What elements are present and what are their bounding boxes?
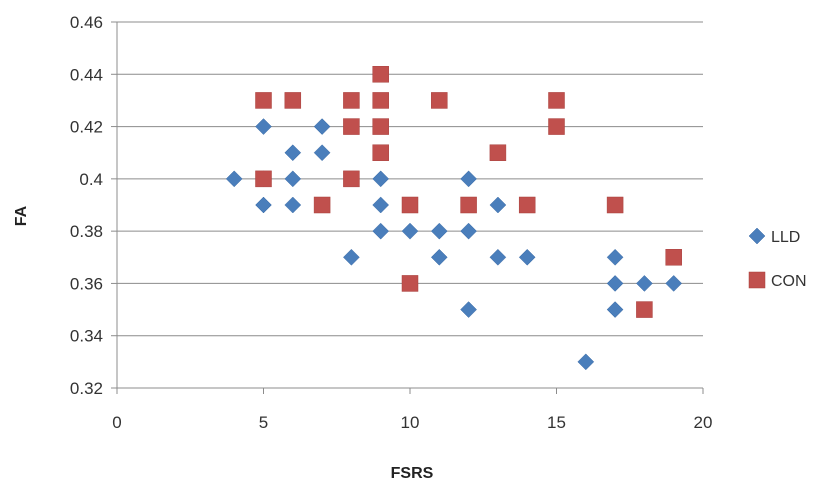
data-point-con: [255, 92, 272, 109]
data-point-lld: [225, 170, 243, 188]
data-point-lld: [665, 275, 683, 292]
data-point-lld: [518, 248, 536, 266]
y-axis-title: FA: [13, 205, 30, 226]
x-tick-label: 0: [112, 413, 121, 432]
data-point-lld: [313, 118, 331, 135]
x-axis-title: FSRS: [391, 465, 434, 481]
data-point-lld: [284, 144, 302, 162]
legend-label-lld: LLD: [771, 229, 800, 246]
data-point-con: [372, 144, 389, 161]
data-point-con: [313, 196, 331, 214]
data-point-con: [401, 275, 419, 292]
data-point-con: [518, 196, 536, 214]
data-point-lld: [343, 248, 360, 266]
data-point-con: [636, 301, 653, 318]
y-tick-label: 0.36: [70, 274, 103, 293]
data-point-con: [606, 196, 624, 214]
y-tick-label: 0.38: [70, 222, 103, 241]
data-point-lld: [255, 196, 272, 214]
data-point-lld: [636, 275, 653, 292]
data-point-con: [372, 66, 389, 83]
data-point-con: [460, 196, 477, 214]
y-tick-label: 0.34: [70, 327, 103, 346]
data-point-lld: [430, 222, 448, 240]
data-point-con: [284, 92, 302, 109]
y-tick-label: 0.4: [79, 170, 103, 189]
tick-labels: 0.32 0.34 0.36 0.38 0.4 0.42 0.44 0.46 0 5 10 15 20: [70, 13, 713, 432]
data-point-lld: [489, 196, 507, 214]
data-point-lld: [489, 248, 507, 266]
data-points: [225, 66, 683, 371]
x-tick-label: 10: [401, 413, 420, 432]
data-point-lld: [577, 353, 595, 371]
data-point-con: [343, 118, 360, 135]
data-point-con: [489, 144, 507, 161]
data-point-lld: [284, 196, 302, 214]
data-point-con: [548, 118, 565, 135]
y-tick-label: 0.44: [70, 65, 103, 84]
data-point-con: [431, 92, 448, 109]
axes: [111, 21, 704, 394]
data-point-con: [401, 196, 419, 214]
x-tick-label: 20: [694, 413, 713, 432]
data-point-lld: [401, 222, 419, 240]
data-point-lld: [606, 248, 624, 266]
x-tick-label: 5: [259, 413, 268, 432]
data-point-con: [343, 170, 360, 188]
data-point-lld: [284, 170, 302, 188]
y-tick-label: 0.32: [70, 379, 103, 398]
legend-marker-con: [748, 271, 766, 289]
data-point-con: [372, 118, 389, 135]
data-point-lld: [606, 275, 624, 292]
data-point-lld: [372, 222, 390, 240]
data-point-lld: [255, 118, 272, 135]
data-point-lld: [372, 196, 390, 214]
y-tick-label: 0.46: [70, 13, 103, 32]
data-point-con: [548, 92, 565, 109]
data-point-lld: [430, 248, 448, 266]
legend-marker-lld: [748, 227, 766, 245]
legend-label-con: CON: [771, 273, 807, 290]
data-point-lld: [460, 170, 477, 188]
data-point-lld: [460, 301, 477, 318]
legend: LLD CON: [748, 227, 807, 290]
x-tick-label: 15: [547, 413, 566, 432]
y-tick-label: 0.42: [70, 118, 103, 137]
data-point-con: [343, 92, 360, 109]
data-point-lld: [460, 222, 477, 240]
data-point-con: [255, 170, 272, 188]
data-point-lld: [313, 144, 331, 162]
data-point-lld: [372, 170, 390, 188]
data-point-con: [665, 249, 682, 266]
data-point-con: [372, 92, 389, 109]
data-point-lld: [606, 301, 624, 318]
